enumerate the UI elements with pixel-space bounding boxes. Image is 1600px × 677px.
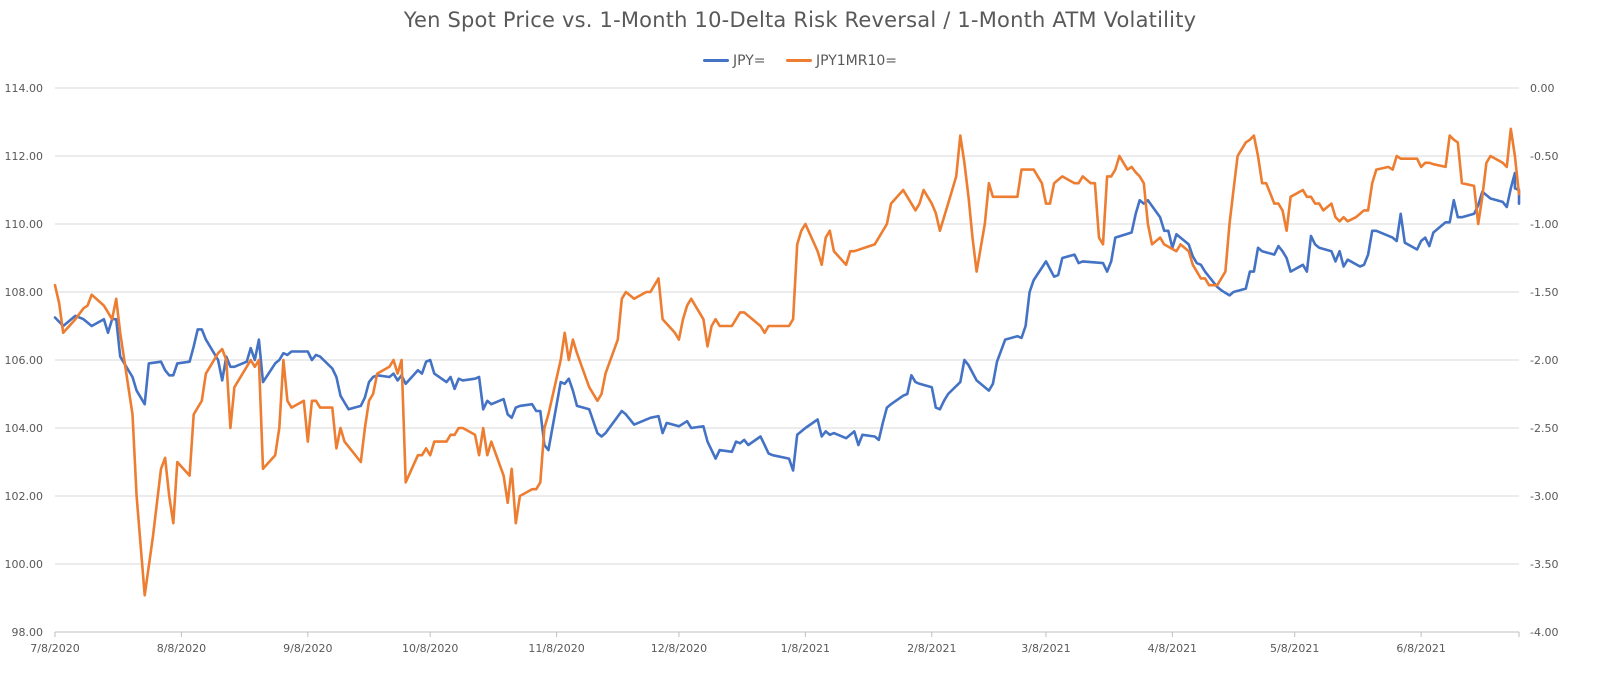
legend-item-jpy: JPY=: [702, 52, 766, 69]
x-tick-label: 3/8/2021: [1021, 642, 1070, 655]
y-right-tick-label: -3.50: [1530, 558, 1558, 571]
x-tick-label: 7/8/2020: [30, 642, 79, 655]
y-left-tick-label: 114.00: [5, 82, 44, 95]
x-tick-label: 5/8/2021: [1270, 642, 1319, 655]
legend-item-jpy1mr10: JPY1MR10=: [785, 52, 898, 69]
y-right-tick-label: -1.50: [1530, 286, 1558, 299]
y-right-tick-label: -1.00: [1530, 218, 1558, 231]
series-line-jpy: [53, 171, 1521, 472]
x-tick-label: 11/8/2020: [528, 642, 584, 655]
x-tick-label: 1/8/2021: [781, 642, 830, 655]
y-right-tick-label: -2.50: [1530, 422, 1558, 435]
y-right-tick-label: -0.50: [1530, 150, 1558, 163]
legend-swatch-jpy: [702, 59, 729, 62]
legend-label-jpy1mr10: JPY1MR10=: [815, 52, 898, 69]
series-line-jpy1mr10: [53, 127, 1521, 597]
y-left-tick-label: 100.00: [5, 558, 44, 571]
gridlines: [55, 87, 1519, 565]
x-tick-label: 2/8/2021: [907, 642, 956, 655]
chart-title: Yen Spot Price vs. 1-Month 10-Delta Risk…: [403, 8, 1197, 32]
y-right-tick-label: -4.00: [1530, 626, 1558, 639]
y-left-tick-label: 112.00: [5, 150, 44, 163]
y-right-tick-label: 0.00: [1530, 82, 1555, 95]
y-left-tick-label: 110.00: [5, 218, 44, 231]
legend-label-jpy: JPY=: [732, 52, 766, 69]
legend: JPY= JPY1MR10=: [0, 50, 1600, 69]
x-tick-label: 8/8/2020: [157, 642, 206, 655]
y-left-tick-label: 102.00: [5, 490, 44, 503]
x-tick-label: 9/8/2020: [283, 642, 332, 655]
y-left-tick-label: 98.00: [12, 626, 44, 639]
x-tick-label: 4/8/2021: [1148, 642, 1197, 655]
axes: 98.00 100.00 102.00 104.00 106.00 108.00 110.0…: [5, 82, 1559, 655]
y-left-tick-label: 106.00: [5, 354, 44, 367]
legend-swatch-jpy1mr10: [785, 59, 812, 62]
x-tick-label: 12/8/2020: [651, 642, 707, 655]
y-left-tick-label: 108.00: [5, 286, 44, 299]
x-tick-label: 10/8/2020: [402, 642, 458, 655]
x-tick-label: 6/8/2021: [1396, 642, 1445, 655]
series-lines: [53, 127, 1521, 597]
y-left-tick-label: 104.00: [5, 422, 44, 435]
y-right-tick-label: -2.00: [1530, 354, 1558, 367]
y-right-tick-label: -3.00: [1530, 490, 1558, 503]
